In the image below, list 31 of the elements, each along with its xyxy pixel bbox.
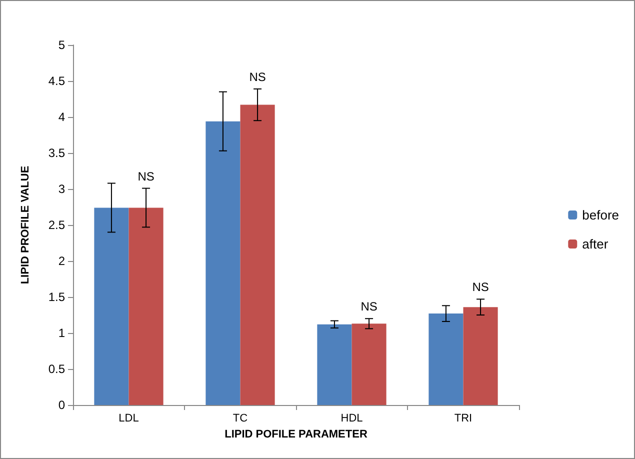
bar <box>94 208 129 405</box>
x-tick-label: TRI <box>454 412 472 424</box>
y-tick-label: 0.5 <box>48 362 66 376</box>
y-tick-label: 2 <box>58 254 66 268</box>
x-tick-label: LDL <box>118 412 139 424</box>
bar <box>428 314 464 405</box>
bar <box>128 208 164 405</box>
x-tick-label: HDL <box>340 412 363 424</box>
legend-label: after <box>582 236 609 252</box>
legend-label: before <box>582 208 620 222</box>
x-tick-label: TC <box>232 412 248 424</box>
y-tick-label: 3.5 <box>48 146 66 160</box>
bar <box>317 324 352 405</box>
y-tick-label: 4.5 <box>48 74 66 88</box>
annotation: NS <box>472 280 489 294</box>
bar <box>463 307 498 405</box>
y-tick-label: 2.5 <box>48 218 66 232</box>
y-tick-label: 1.5 <box>48 290 66 304</box>
bar <box>206 121 240 405</box>
annotation: NS <box>249 70 266 84</box>
y-tick-label: 1 <box>58 326 66 340</box>
y-tick-label: 5 <box>58 38 66 52</box>
y-axis-title: LIPID PROFILE VALUE <box>20 166 32 284</box>
bar <box>352 324 386 405</box>
annotation: NS <box>138 169 154 184</box>
y-tick-label: 3 <box>58 182 66 196</box>
y-tick-label: 0 <box>58 398 66 412</box>
x-axis-title: LIPID POFILE PARAMETER <box>224 428 368 440</box>
annotation: NS <box>360 300 378 314</box>
y-tick-label: 4 <box>58 110 66 124</box>
bar <box>240 104 275 405</box>
